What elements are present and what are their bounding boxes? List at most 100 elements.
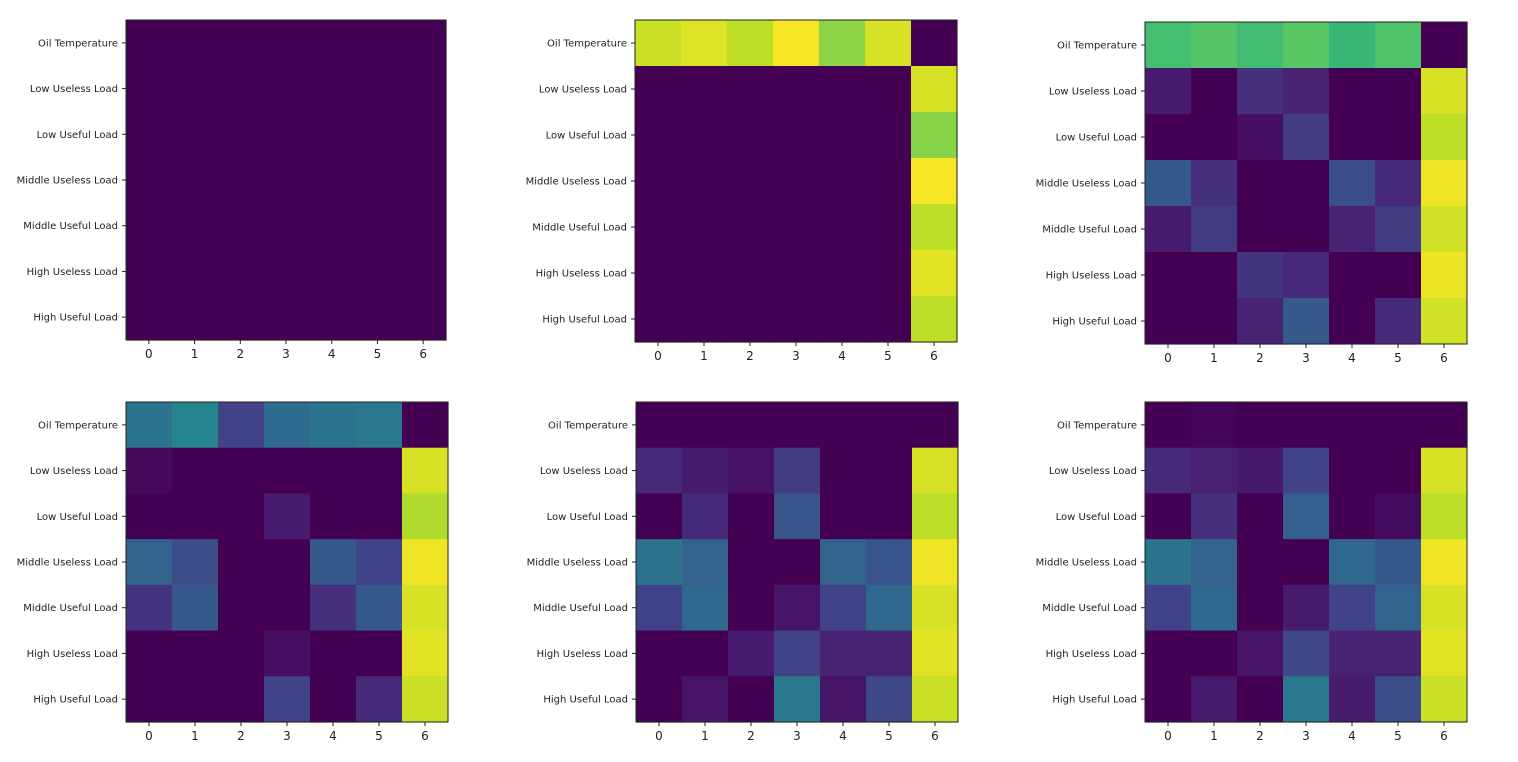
heatmap-cell	[866, 539, 913, 586]
heatmap-cell	[400, 20, 447, 67]
heatmap-cell	[911, 250, 958, 297]
heatmap-cell	[1237, 298, 1284, 345]
heatmap-cell	[1283, 402, 1330, 449]
heatmap-cell	[308, 202, 356, 250]
heatmap-cell	[912, 676, 959, 723]
heatmap-cell	[354, 111, 401, 158]
heatmap-cell	[172, 402, 219, 449]
heatmap-cell	[1421, 160, 1468, 207]
heatmap-cell	[1375, 298, 1422, 345]
heatmap-cell	[1237, 22, 1284, 69]
heatmap-cell	[1329, 206, 1376, 253]
x-tick-label: 4	[1348, 351, 1356, 365]
heatmap-cell	[635, 66, 682, 113]
x-tick-label: 2	[237, 729, 245, 743]
heatmap-cell	[728, 630, 775, 677]
heatmap-cell	[402, 402, 449, 449]
heatmap-cell	[682, 402, 729, 449]
heatmap-cell	[126, 539, 173, 586]
x-tick-label: 0	[654, 349, 662, 363]
x-tick-label: 3	[283, 729, 291, 743]
heatmap-cell	[1421, 206, 1468, 253]
heatmap-cell	[263, 294, 310, 341]
heatmap-cell	[774, 493, 821, 540]
heatmap-cell	[635, 296, 682, 343]
heatmap-panel-1: Oil Temperature Low Useless Load Low Usefu…	[17, 19, 447, 361]
heatmap-cell	[218, 676, 265, 723]
heatmap-cell	[310, 584, 357, 632]
heatmap-cell	[1421, 493, 1468, 540]
y-tick-label: Middle Useless Load	[17, 558, 118, 569]
heatmap-cell	[682, 447, 729, 495]
heatmap-cell	[1145, 539, 1192, 586]
x-tick-label: 6	[931, 729, 939, 743]
heatmap-cell	[866, 676, 913, 723]
heatmap-cell	[865, 158, 912, 205]
heatmap-cell	[911, 112, 958, 159]
y-tick-label: Oil Temperature	[38, 420, 118, 431]
y-tick-label: Middle Useless Load	[17, 176, 118, 187]
heatmap-cell	[1237, 160, 1284, 207]
heatmap-cell	[866, 493, 913, 540]
x-tick-label: 0	[145, 347, 153, 361]
heatmap-cell	[218, 630, 265, 677]
heatmap-cell	[354, 294, 401, 341]
heatmap-cell	[1237, 252, 1284, 299]
heatmap-cell	[1283, 22, 1330, 69]
heatmap-cell	[727, 20, 774, 67]
heatmap-cell	[1375, 539, 1422, 586]
heatmap-cell	[308, 65, 356, 113]
x-tick-label: 5	[884, 349, 892, 363]
y-tick-label: Low Useful Load	[547, 512, 628, 523]
heatmap-cell	[1191, 447, 1238, 495]
heatmap-cell	[1421, 298, 1468, 345]
x-tick-label: 2	[1256, 351, 1264, 365]
heatmap-cell	[171, 202, 219, 250]
heatmap-cell	[1145, 252, 1192, 299]
heatmap-cell	[727, 296, 774, 343]
heatmap-cell	[865, 296, 912, 343]
heatmap-cell	[681, 20, 728, 67]
heatmap-cell	[1375, 160, 1422, 207]
x-tick-label: 1	[191, 729, 199, 743]
heatmap-cell	[1283, 252, 1330, 299]
y-tick-label: Middle Useful Load	[1042, 603, 1137, 614]
y-tick-label: High Useful Load	[542, 315, 627, 326]
heatmap-cell	[1191, 402, 1238, 449]
heatmap-cell	[1329, 22, 1376, 69]
x-tick-label: 0	[1164, 351, 1172, 365]
heatmap-cell	[1375, 206, 1422, 253]
heatmap-cell	[1145, 630, 1192, 677]
heatmap-cell	[171, 294, 219, 341]
heatmap-cell	[310, 493, 357, 540]
heatmap-cell	[263, 202, 310, 250]
x-tick-label: 1	[700, 349, 708, 363]
heatmap-cell	[728, 493, 775, 540]
heatmap-cell	[126, 157, 173, 204]
heatmap-cell	[636, 584, 683, 632]
heatmap-cell	[264, 539, 311, 586]
heatmap-cell	[356, 493, 403, 540]
x-tick-label: 1	[1210, 729, 1218, 743]
x-tick-label: 5	[1394, 729, 1402, 743]
heatmap-cell	[773, 112, 820, 159]
heatmap-cell	[1283, 298, 1330, 345]
heatmap-cell	[126, 493, 173, 540]
heatmap-cell	[356, 402, 403, 449]
y-tick-label: High Useless Load	[1046, 649, 1137, 660]
heatmap-cell	[1283, 160, 1330, 207]
heatmap-cell	[1191, 584, 1238, 632]
heatmap-cell	[636, 402, 683, 449]
heatmap-cell	[217, 157, 264, 204]
heatmap-cell	[310, 447, 357, 495]
x-tick-label: 5	[375, 729, 383, 743]
heatmap-cell	[1283, 447, 1330, 495]
x-tick-label: 2	[236, 347, 244, 361]
heatmap-cell	[217, 20, 264, 67]
heatmap-cell	[819, 204, 866, 251]
heatmap-cell	[912, 402, 959, 449]
y-tick-label: Middle Useless Load	[527, 558, 628, 569]
x-tick-label: 4	[329, 729, 337, 743]
y-tick-label: Low Useful Load	[37, 512, 118, 523]
x-tick-label: 0	[1164, 729, 1172, 743]
